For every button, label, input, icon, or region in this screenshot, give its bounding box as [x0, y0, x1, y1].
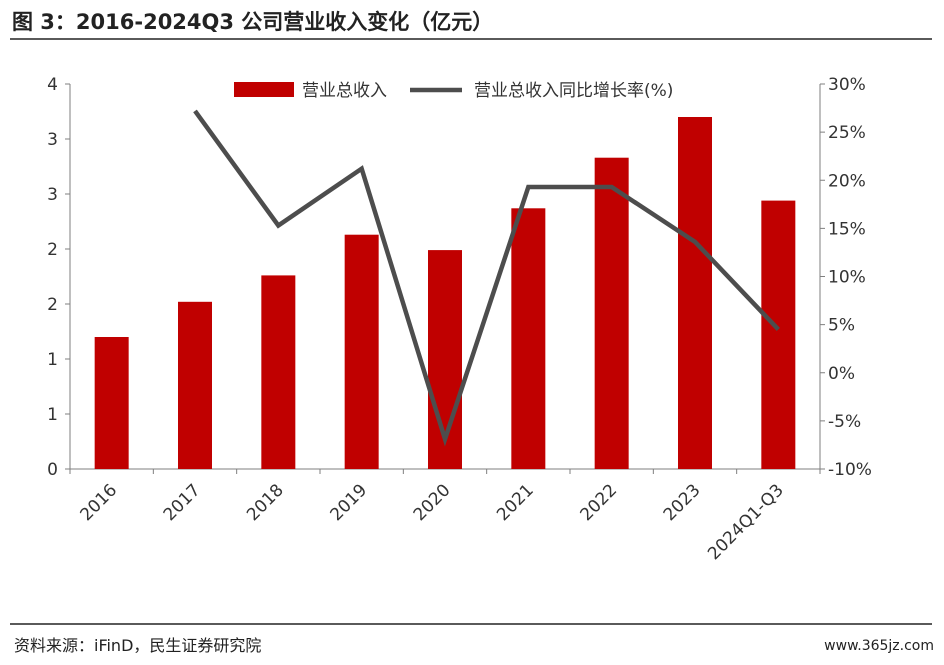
- x-axis-tick-label: 2021: [493, 480, 538, 525]
- right-axis-tick-label: -10%: [828, 460, 872, 480]
- revenue-chart: 0 1 1 2 2 3 3 4 -10% -5% 0% 5% 10% 15% 20% 25% 30% 2016 20…: [47, 75, 872, 564]
- source-note: 资料来源：iFinD，民生证券研究院: [14, 636, 262, 655]
- left-axis-tick-label: 2: [47, 240, 58, 260]
- bar: [594, 157, 629, 469]
- watermark: www.365jz.com: [824, 638, 934, 654]
- legend-bar-swatch: [234, 82, 294, 97]
- x-axis-tick-label: 2024Q1-Q3: [704, 480, 788, 564]
- line-series: [193, 109, 780, 447]
- right-axis-tick-label: 20%: [828, 171, 866, 191]
- right-axis-tick-label: 0%: [828, 364, 855, 384]
- title-rule: [10, 38, 932, 40]
- right-axis-tick-label: 5%: [828, 316, 855, 336]
- right-axis-tick-label: 10%: [828, 268, 866, 288]
- x-axis-tick-label: 2020: [410, 480, 455, 525]
- legend-line-label: 营业总收入同比增长率(%): [474, 81, 673, 101]
- footer-rule: [10, 623, 932, 625]
- legend-bar-label: 营业总收入: [302, 81, 387, 101]
- bar: [761, 200, 796, 469]
- left-axis-tick-label: 3: [47, 130, 58, 150]
- x-axis-tick-label: 2023: [660, 480, 705, 525]
- growth-rate-line: [193, 109, 780, 447]
- bar: [511, 208, 546, 470]
- left-axis-tick-label: 1: [47, 405, 58, 425]
- right-axis-tick-label: -5%: [828, 412, 861, 432]
- x-axis-tick-label: 2022: [576, 480, 621, 525]
- left-axis-tick-label: 3: [47, 185, 58, 205]
- x-axis-tick-label: 2016: [76, 480, 121, 525]
- page-title: 图 3：2016-2024Q3 公司营业收入变化（亿元）: [12, 10, 494, 34]
- bar: [678, 117, 712, 469]
- bar: [344, 234, 379, 469]
- right-axis-tick-label: 30%: [828, 75, 866, 95]
- left-axis-tick-label: 4: [47, 75, 58, 95]
- bar-series: [94, 117, 796, 470]
- bar: [178, 301, 212, 469]
- x-axis-tick-label: 2017: [160, 480, 205, 525]
- right-axis-tick-label: 25%: [828, 123, 866, 143]
- bar: [261, 275, 296, 469]
- bar: [94, 337, 129, 469]
- left-axis-tick-label: 0: [47, 460, 58, 480]
- chart-legend: 营业总收入 营业总收入同比增长率(%): [234, 81, 673, 101]
- left-axis-tick-label: 2: [47, 295, 58, 315]
- x-axis-tick-label: 2019: [326, 480, 371, 525]
- x-axis-tick-label: 2018: [243, 480, 288, 525]
- right-axis-tick-label: 15%: [828, 219, 866, 239]
- left-axis-tick-label: 1: [47, 350, 58, 370]
